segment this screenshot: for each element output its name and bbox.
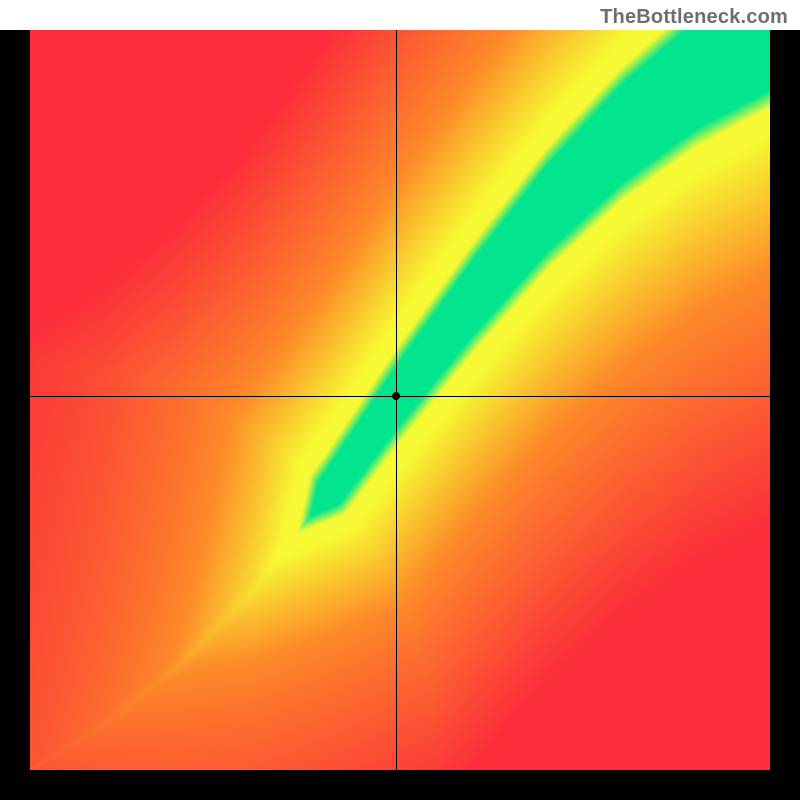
watermark: TheBottleneck.com	[600, 6, 788, 29]
crosshair-marker	[392, 392, 400, 400]
plot-outer-frame	[0, 30, 800, 800]
heatmap-plot	[30, 30, 770, 770]
heatmap-canvas	[30, 30, 770, 770]
